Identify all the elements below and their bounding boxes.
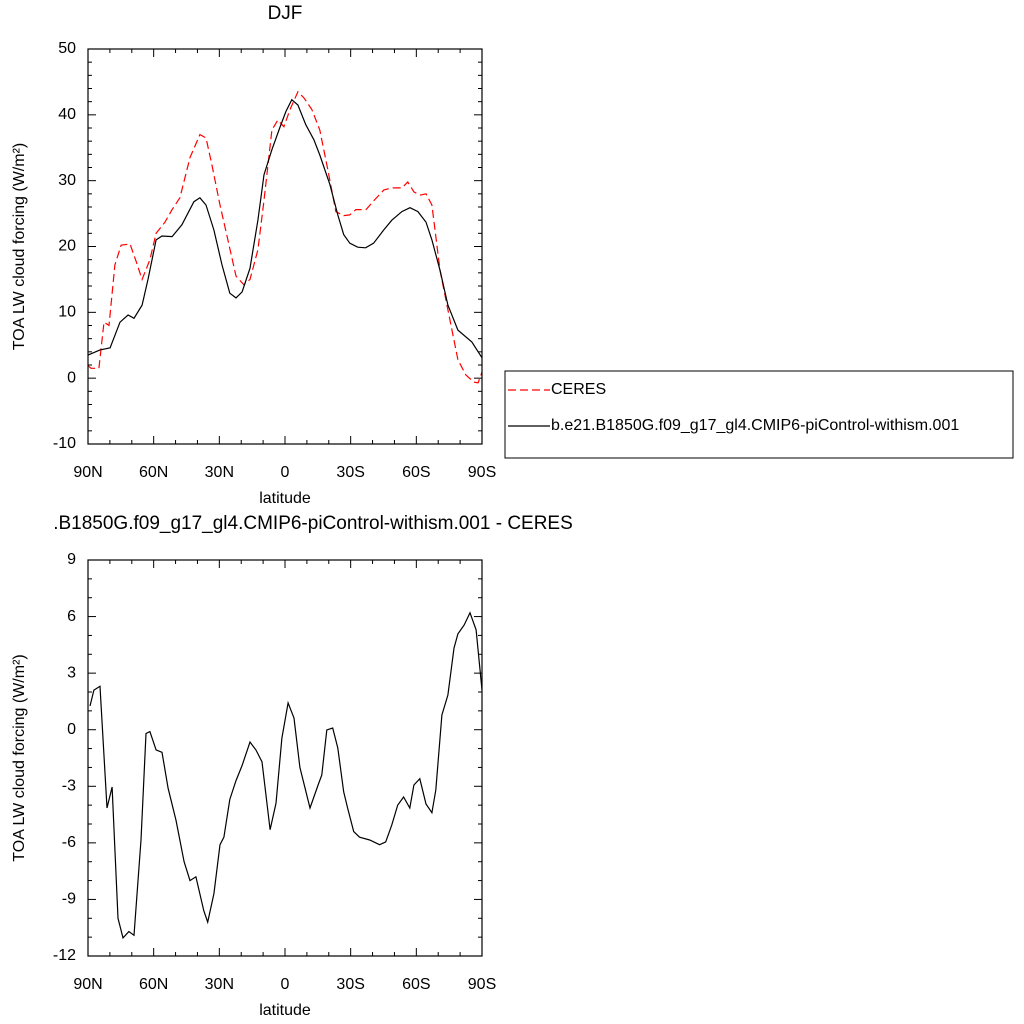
x-tick-label: 30S <box>336 976 364 993</box>
y-tick-label: -6 <box>62 834 76 851</box>
y-tick-label: 0 <box>67 369 76 386</box>
x-axis-label: latitude <box>259 1002 311 1019</box>
y-tick-label: -9 <box>62 891 76 908</box>
plot-frame <box>87 559 483 957</box>
y-tick-label: -3 <box>62 778 76 795</box>
y-tick-label: 30 <box>58 172 76 189</box>
x-tick-label: 90S <box>468 464 496 481</box>
x-tick-label: 30N <box>205 976 234 993</box>
x-tick-label: 0 <box>281 976 290 993</box>
y-tick-label: 10 <box>58 304 76 321</box>
legend-box <box>504 370 1014 459</box>
y-tick-label: 50 <box>58 40 76 57</box>
legend-label: b.e21.B1850G.f09_g17_gl4.CMIP6-piControl… <box>551 417 959 434</box>
y-axis-label: TOA LW cloud forcing (W/m²) <box>11 654 28 861</box>
x-tick-label: 60S <box>402 976 430 993</box>
y-tick-label: 0 <box>67 721 76 738</box>
x-tick-label: 30S <box>336 464 364 481</box>
data-line <box>87 98 483 359</box>
chart-title: .B1850G.f09_g17_gl4.CMIP6-piControl-with… <box>53 513 573 534</box>
data-line <box>89 611 483 940</box>
y-axis-label: TOA LW cloud forcing (W/m²) <box>11 143 28 350</box>
data-line <box>87 90 483 384</box>
chart-title: DJF <box>268 3 303 24</box>
y-tick-label: 9 <box>67 551 76 568</box>
y-tick-label: 20 <box>58 238 76 255</box>
y-tick-label: -12 <box>53 947 76 964</box>
x-tick-label: 60N <box>139 976 168 993</box>
x-tick-label: 60N <box>139 464 168 481</box>
y-tick-label: 40 <box>58 106 76 123</box>
y-tick-label: 6 <box>67 608 76 625</box>
plot-frame <box>87 48 483 445</box>
y-tick-label: -10 <box>53 435 76 452</box>
x-tick-label: 90S <box>468 976 496 993</box>
x-tick-label: 60S <box>402 464 430 481</box>
y-tick-label: 3 <box>67 664 76 681</box>
x-axis-label: latitude <box>259 490 311 507</box>
x-tick-label: 90N <box>73 976 102 993</box>
legend-label: CERES <box>551 381 606 398</box>
x-tick-label: 30N <box>205 464 234 481</box>
x-tick-label: 90N <box>73 464 102 481</box>
x-tick-label: 0 <box>281 464 290 481</box>
